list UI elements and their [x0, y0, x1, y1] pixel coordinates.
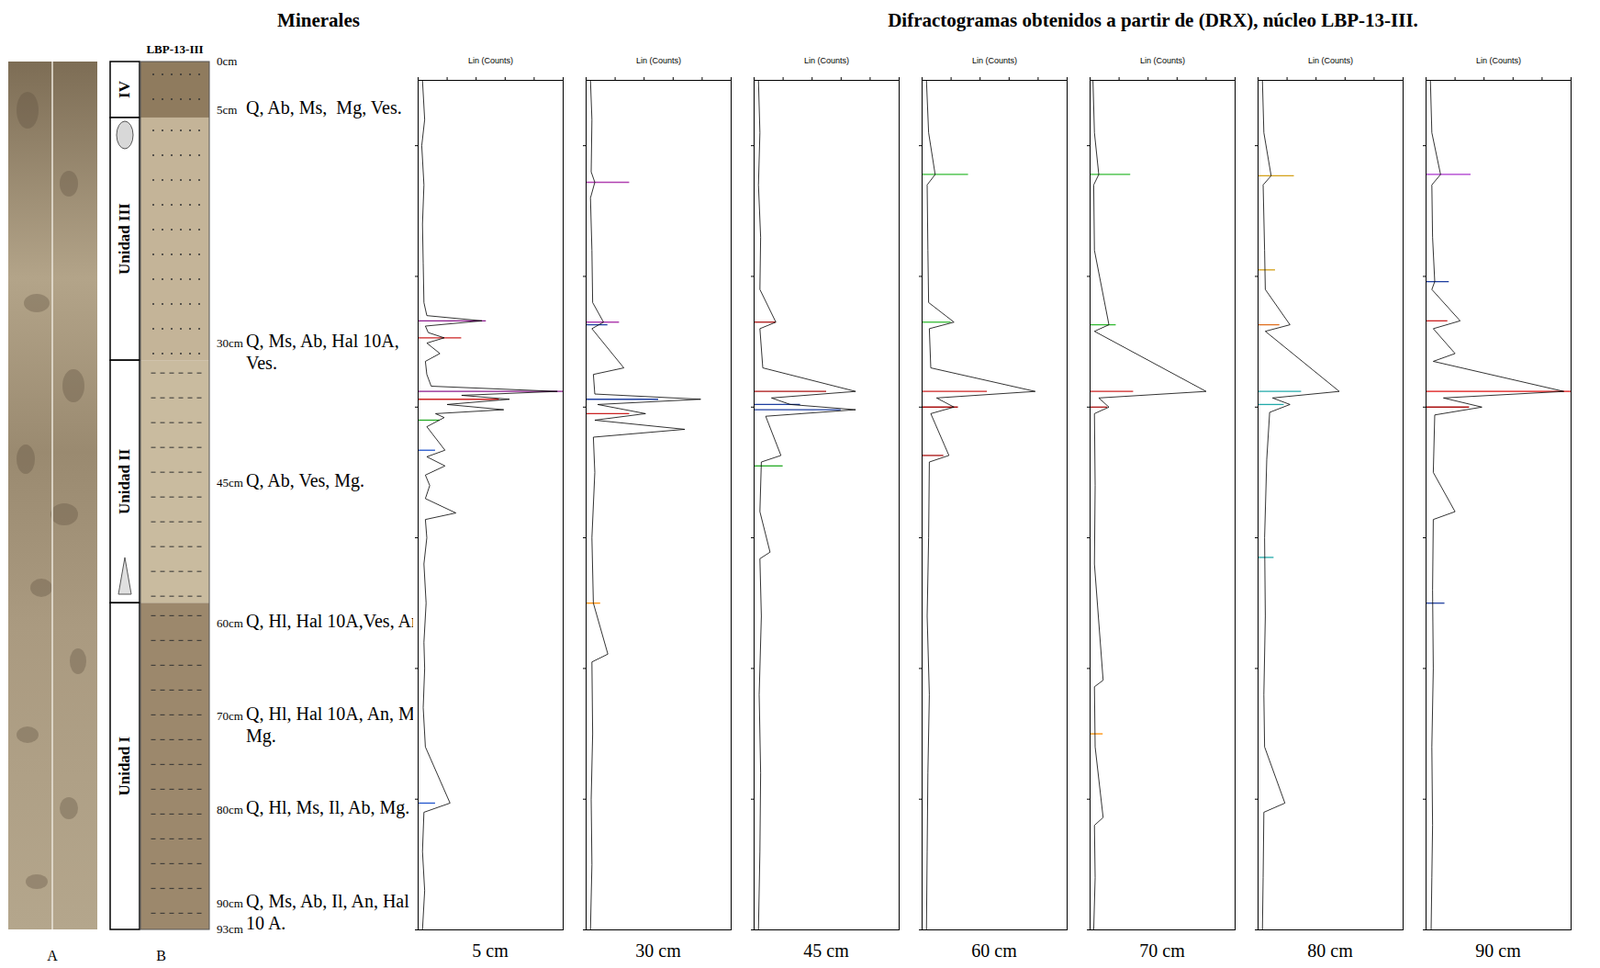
html-text:60 cm: 60 cm	[971, 939, 1017, 961]
svg-text:Lin (Counts): Lin (Counts)	[1308, 55, 1354, 66]
svg-text:Lin (Counts): Lin (Counts)	[972, 55, 1018, 66]
svg-text:Q, Ab, Ves, Mg.: Q, Ab, Ves, Mg.	[246, 469, 365, 492]
svg-text:60cm: 60cm	[216, 615, 244, 630]
svg-text:IV: IV	[116, 79, 135, 99]
svg-text:Lin (Counts): Lin (Counts)	[636, 55, 682, 66]
html-text:Minerales: Minerales	[277, 9, 360, 32]
svg-text:93cm: 93cm	[216, 921, 244, 936]
svg-text:LBP-13-III: LBP-13-III	[145, 42, 203, 56]
html-text:Difractogramas obtenidos a par: Difractogramas obtenidos a partir de (DR…	[887, 9, 1419, 32]
html-text:90 cm: 90 cm	[1475, 939, 1521, 961]
html-text:30 cm: 30 cm	[635, 939, 681, 961]
html-text:45 cm: 45 cm	[803, 939, 849, 961]
html-text:70 cm: 70 cm	[1139, 939, 1185, 961]
svg-text:30cm: 30cm	[216, 335, 244, 350]
svg-text:Lin (Counts): Lin (Counts)	[1476, 55, 1522, 66]
svg-text:A: A	[46, 947, 58, 963]
svg-text:70cm: 70cm	[216, 708, 244, 723]
svg-text:Lin (Counts): Lin (Counts)	[804, 55, 850, 66]
svg-text:90cm: 90cm	[216, 895, 244, 910]
svg-text:Mg.: Mg.	[246, 725, 277, 747]
svg-text:Q, Ms, Ab, Hal 10A,: Q, Ms, Ab, Hal 10A,	[246, 330, 400, 351]
svg-text:5cm: 5cm	[216, 102, 237, 117]
svg-text:Lin (Counts): Lin (Counts)	[1140, 55, 1186, 66]
svg-text:Q, Hl, Hal 10A,Ves, An.: Q, Hl, Hal 10A,Ves, An.	[246, 610, 414, 631]
svg-text:10 A.: 10 A.	[246, 912, 286, 933]
svg-text:Unidad I: Unidad I	[116, 735, 135, 795]
svg-text:0cm: 0cm	[216, 54, 237, 68]
svg-text:Q, Ab, Ms, Mg, Ves.: Q, Ab, Ms, Mg, Ves.	[246, 97, 403, 119]
html-text:80 cm: 80 cm	[1307, 939, 1353, 961]
svg-text:Unidad III: Unidad III	[116, 202, 135, 275]
svg-text:Q, Hl, Hal 10A, An, Ms,: Q, Hl, Hal 10A, An, Ms,	[246, 703, 414, 724]
svg-text:45cm: 45cm	[216, 475, 244, 490]
svg-text:Lin (Counts): Lin (Counts)	[468, 55, 514, 66]
svg-text:Ves.: Ves.	[246, 352, 278, 373]
svg-text:B: B	[156, 947, 167, 963]
html-text:5 cm: 5 cm	[472, 939, 509, 961]
svg-text:Unidad II: Unidad II	[116, 447, 135, 515]
svg-text:Q, Ms, Ab, Il, An, Hal: Q, Ms, Ab, Il, An, Hal	[246, 890, 410, 911]
svg-text:80cm: 80cm	[216, 802, 244, 817]
svg-text:Q, Hl, Ms, Il, Ab, Mg.: Q, Hl, Ms, Il, Ab, Mg.	[246, 796, 410, 818]
